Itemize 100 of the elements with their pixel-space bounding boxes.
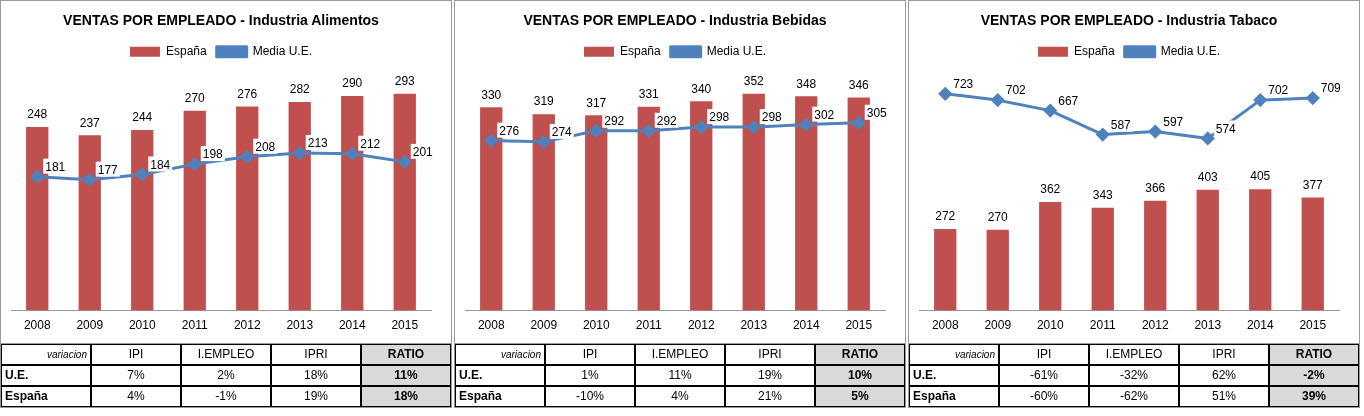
text: IPI xyxy=(999,344,1089,365)
legend-label: Media U.E. xyxy=(706,44,767,59)
x-tick-label: 2011 xyxy=(635,318,662,333)
data-label: 319 xyxy=(533,94,555,109)
point xyxy=(484,134,498,148)
point xyxy=(747,120,761,134)
data-label: 276 xyxy=(499,123,520,138)
text: -32% xyxy=(1089,365,1179,386)
data-label: 181 xyxy=(45,159,66,174)
data-label: 597 xyxy=(1163,114,1184,129)
text: 5% xyxy=(815,386,905,407)
point xyxy=(1306,91,1320,105)
text: RATIO xyxy=(815,344,905,365)
data-label: 723 xyxy=(953,77,974,92)
bar xyxy=(1301,197,1324,311)
data-label: 702 xyxy=(1005,83,1027,98)
data-label: 213 xyxy=(307,136,329,151)
text: RATIO xyxy=(1269,344,1359,365)
data-label: 403 xyxy=(1197,170,1219,185)
text: 19% xyxy=(725,365,815,386)
data-label: 276 xyxy=(237,86,258,101)
text: 11% xyxy=(361,365,451,386)
bar xyxy=(986,229,1009,311)
text: 21% xyxy=(725,386,815,407)
text: 2% xyxy=(181,365,271,386)
x-tick-label: 2009 xyxy=(530,318,558,333)
data-label: 292 xyxy=(656,114,678,129)
x-tick-label: 2011 xyxy=(1089,318,1116,333)
text: España xyxy=(909,386,999,407)
data-label: 270 xyxy=(184,91,206,106)
point xyxy=(852,116,866,130)
text: 62% xyxy=(1179,365,1269,386)
x-tick-label: 2013 xyxy=(1194,318,1222,333)
text: -2% xyxy=(1269,365,1359,386)
x-tick-label: 2008 xyxy=(477,318,505,333)
data-label: 298 xyxy=(709,110,730,125)
text: 18% xyxy=(361,386,451,407)
text: 10% xyxy=(815,365,905,386)
data-label: 248 xyxy=(27,107,48,122)
x-tick-label: 2009 xyxy=(76,318,104,333)
text: IPRI xyxy=(271,344,361,365)
x-tick-label: 2013 xyxy=(286,318,314,333)
data-label: 340 xyxy=(691,81,712,96)
x-tick-label: 2012 xyxy=(233,318,261,333)
data-label: 212 xyxy=(360,137,381,152)
point xyxy=(188,157,202,171)
chart-title: VENTAS POR EMPLEADO - Industria Tabaco xyxy=(980,12,1278,29)
point xyxy=(537,135,551,149)
text: 18% xyxy=(271,365,361,386)
text: -10% xyxy=(545,386,635,407)
text: U.E. xyxy=(1,365,91,386)
point xyxy=(1043,104,1057,118)
data-label: 201 xyxy=(412,145,434,160)
data-label: 272 xyxy=(935,209,956,224)
x-tick-label: 2012 xyxy=(687,318,715,333)
bar xyxy=(1144,200,1167,311)
data-label: 302 xyxy=(814,107,835,122)
text: 4% xyxy=(635,386,725,407)
x-tick-label: 2011 xyxy=(181,318,208,333)
x-tick-label: 2009 xyxy=(984,318,1012,333)
x-tick-label: 2012 xyxy=(1141,318,1169,333)
text: 7% xyxy=(91,365,181,386)
chart-title: VENTAS POR EMPLEADO - Industria Alimentos xyxy=(63,12,380,29)
x-tick-label: 2010 xyxy=(1036,318,1064,333)
text: -61% xyxy=(999,365,1089,386)
text: 39% xyxy=(1269,386,1359,407)
x-tick-label: 2015 xyxy=(845,318,873,333)
text: I.EMPLEO xyxy=(635,344,725,365)
data-label: 298 xyxy=(761,110,783,125)
text: España xyxy=(455,386,545,407)
data-label: 282 xyxy=(289,82,311,97)
data-label: 292 xyxy=(604,114,625,129)
data-label: 574 xyxy=(1215,121,1237,136)
text: RATIO xyxy=(361,344,451,365)
legend-label: Media U.E. xyxy=(1160,44,1221,59)
point xyxy=(398,155,412,169)
point xyxy=(345,147,359,161)
data-label: 184 xyxy=(150,157,171,172)
x-tick-label: 2014 xyxy=(792,318,820,333)
data-label: 366 xyxy=(1145,181,1166,196)
legend-label: España xyxy=(619,44,661,59)
text: IPI xyxy=(91,344,181,365)
bar xyxy=(934,229,957,311)
bar xyxy=(1091,207,1114,311)
text: IPRI xyxy=(725,344,815,365)
point xyxy=(1148,125,1162,139)
point xyxy=(694,120,708,134)
point xyxy=(30,170,44,184)
bar xyxy=(1039,202,1062,311)
data-label: 293 xyxy=(394,74,416,89)
point xyxy=(135,167,149,181)
x-tick-label: 2008 xyxy=(931,318,959,333)
text: -1% xyxy=(181,386,271,407)
bar xyxy=(1196,189,1219,311)
data-label: 352 xyxy=(743,74,765,89)
text: 1% xyxy=(545,365,635,386)
text: 51% xyxy=(1179,386,1269,407)
data-label: 348 xyxy=(796,76,817,91)
text: -60% xyxy=(999,386,1089,407)
x-tick-label: 2015 xyxy=(391,318,419,333)
